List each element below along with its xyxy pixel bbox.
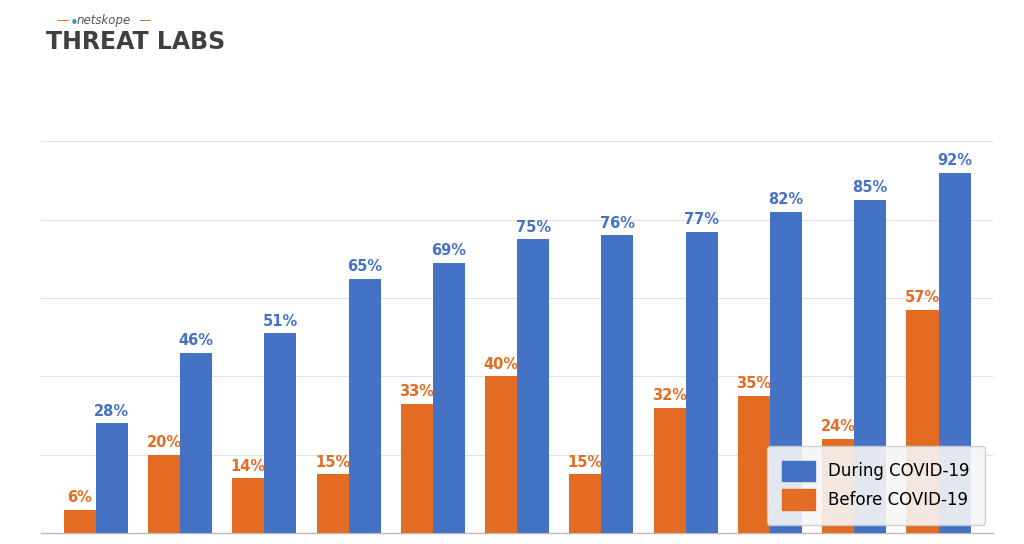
Text: 65%: 65% [347, 259, 382, 274]
Text: 92%: 92% [937, 153, 972, 168]
Bar [95, 423, 128, 533]
Bar [653, 408, 686, 533]
Bar [348, 279, 381, 533]
Legend: During COVID-19, Before COVID-19: During COVID-19, Before COVID-19 [767, 446, 985, 525]
Text: 77%: 77% [684, 212, 719, 227]
Text: THREAT LABS: THREAT LABS [46, 30, 225, 54]
Bar [63, 510, 95, 533]
Bar [770, 212, 802, 533]
Bar [686, 232, 718, 533]
Text: 6%: 6% [68, 490, 92, 505]
Text: —: — [56, 14, 69, 27]
Text: 57%: 57% [905, 290, 940, 305]
Text: 24%: 24% [820, 419, 856, 435]
Text: •: • [70, 16, 79, 31]
Bar [822, 439, 854, 533]
Text: netskope: netskope [77, 14, 131, 27]
Bar [433, 263, 465, 533]
Bar [906, 310, 939, 533]
Bar [316, 474, 348, 533]
Bar [939, 173, 971, 533]
Text: 75%: 75% [515, 220, 551, 234]
Text: 33%: 33% [399, 384, 434, 399]
Bar [400, 404, 433, 533]
Text: 82%: 82% [768, 192, 804, 207]
Bar [148, 455, 180, 533]
Text: 32%: 32% [652, 388, 687, 403]
Bar [601, 236, 634, 533]
Text: 20%: 20% [146, 435, 181, 450]
Bar [569, 474, 601, 533]
Bar [517, 239, 549, 533]
Text: 14%: 14% [230, 459, 266, 474]
Bar [854, 200, 886, 533]
Text: 35%: 35% [736, 376, 771, 391]
Text: 28%: 28% [94, 404, 129, 419]
Text: 69%: 69% [431, 243, 466, 258]
Bar [738, 396, 770, 533]
Text: —: — [138, 14, 151, 27]
Text: 76%: 76% [600, 216, 635, 231]
Text: 46%: 46% [178, 333, 214, 348]
Bar [180, 353, 212, 533]
Text: 15%: 15% [315, 455, 350, 469]
Text: 15%: 15% [567, 455, 603, 469]
Text: 51%: 51% [263, 314, 298, 329]
Bar [232, 478, 264, 533]
Text: 85%: 85% [853, 181, 888, 195]
Text: 40%: 40% [483, 357, 519, 372]
Bar [485, 376, 517, 533]
Bar [264, 333, 296, 533]
